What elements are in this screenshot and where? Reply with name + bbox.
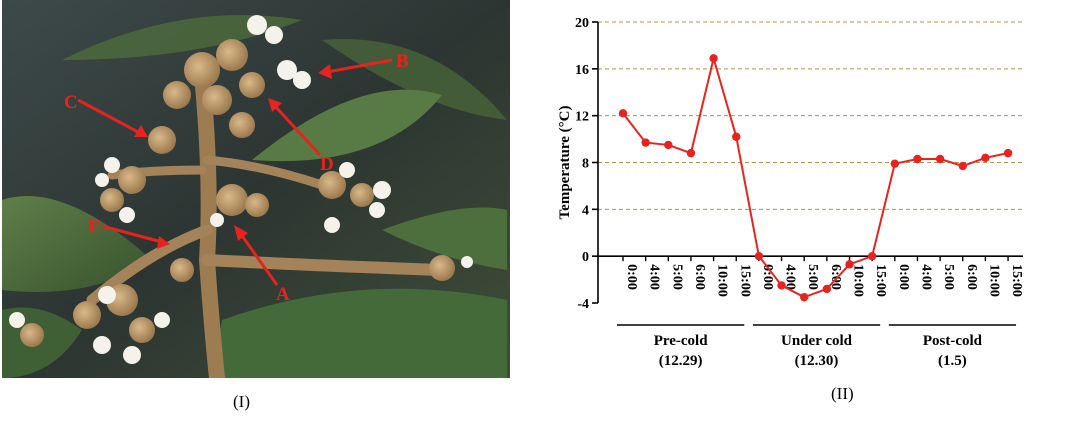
flower-photo: A B C D E [2,0,510,378]
x-tick-label: 10:00 [986,264,1001,297]
y-axis-label: Temperature (°C) [557,106,573,220]
group-date: (12.29) [659,353,703,369]
label-b: B [396,51,409,72]
data-point [800,292,809,302]
x-tick-label: 0:00 [896,264,911,290]
panel-right-caption: (II) [831,384,854,403]
y-tick-label: 12 [575,110,589,125]
label-e: E [88,216,101,237]
data-point [935,154,945,164]
panel-left-caption: (I) [233,392,250,411]
x-tick-label: 15:00 [737,264,752,297]
y-tick-label: 0 [582,250,589,265]
temperature-chart: -4 0 4 8 12 16 20 0:00 4:00 5:00 6:00 10:00 15:00 0:0… [545,0,1084,416]
data-point [958,161,967,171]
data-point [754,251,764,261]
group-date: (1.5) [938,353,967,369]
data-point [1003,148,1013,158]
data-point [890,159,899,168]
series-line [622,54,1009,299]
data-point [686,148,696,158]
y-tick-label: 20 [575,16,589,31]
x-tick-label: 6:00 [964,264,979,290]
x-tick-label: 10:00 [851,264,866,297]
data-point [867,251,877,261]
x-tick-label: 4:00 [647,264,662,290]
data-point [845,260,854,269]
label-c: C [64,92,78,113]
data-point [664,140,673,150]
data-point [641,138,650,147]
group-date: (12.30) [795,353,839,369]
y-tick-label: 16 [575,63,589,78]
label-a: A [276,284,290,305]
y-tick-label: 8 [582,157,589,172]
x-tick-label: 5:00 [669,264,684,290]
data-point [822,284,832,294]
data-point [709,54,718,63]
x-tick-label: 15:00 [1009,264,1024,297]
y-tick-label: -4 [577,297,589,312]
group-label: Under cold [781,333,853,349]
x-tick-label: 0:00 [624,264,639,290]
data-point [618,109,628,118]
y-tick-label: 4 [582,203,589,218]
x-tick-label: 5:00 [941,264,956,290]
data-point [777,281,786,290]
x-tick-label: 15:00 [873,264,888,297]
x-tick-label: 6:00 [692,264,707,290]
group-label: Post-cold [923,333,983,349]
x-tick-label: 4:00 [918,264,933,290]
data-point [913,154,922,164]
data-point [732,132,741,141]
group-label: Pre-cold [654,333,709,349]
x-tick-label: 10:00 [715,264,730,297]
x-tick-label: 5:00 [805,264,820,290]
x-tick-label: 4:00 [783,264,798,290]
label-d: D [320,154,334,175]
data-point [981,153,990,163]
